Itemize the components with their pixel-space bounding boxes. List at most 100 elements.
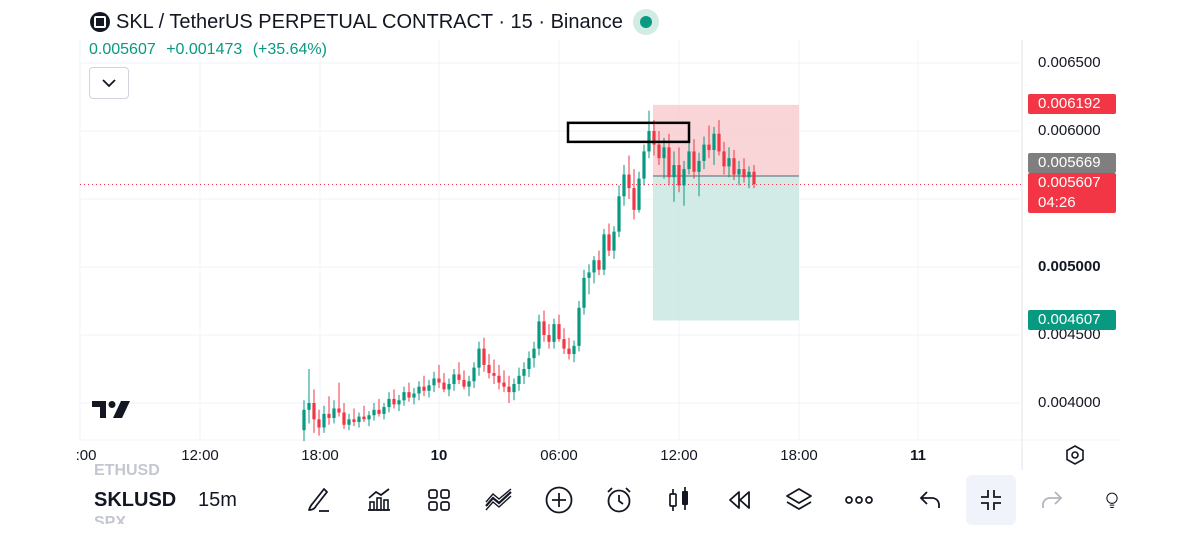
candle-body [372, 409, 376, 416]
candle-body [687, 151, 691, 170]
chevron-down-icon [102, 78, 116, 87]
candle-body [607, 234, 611, 251]
candle-body [382, 407, 386, 414]
stop-price-tag[interactable]: 0.006192 [1028, 94, 1116, 114]
candle-body [397, 400, 401, 405]
candle-body [742, 169, 746, 178]
stop-loss-zone [653, 104, 799, 177]
candle-body [547, 335, 551, 342]
x-tick: 12:00 [181, 447, 219, 464]
candle-body [432, 378, 436, 386]
candle-body [462, 379, 466, 387]
redo-icon[interactable] [1036, 484, 1068, 516]
candle-body [627, 174, 631, 189]
settings-icon[interactable] [1064, 444, 1086, 466]
candle-body [302, 409, 306, 431]
candle-body [502, 382, 506, 387]
candle-body [732, 158, 736, 175]
candle-body [567, 348, 571, 355]
candle-body [572, 345, 576, 355]
candle-body [347, 419, 351, 425]
candle-body [682, 169, 686, 186]
last-price-tag[interactable]: 0.005607 04:26 [1028, 173, 1116, 213]
y-tick: 0.006000 [1038, 122, 1101, 139]
y-tick: 0.005000 [1038, 258, 1101, 275]
candle-body [387, 398, 391, 408]
candle-body [582, 277, 586, 308]
more-icon[interactable] [843, 484, 875, 516]
candle-body [717, 133, 721, 152]
change-pct-value: (+35.64%) [252, 41, 327, 58]
candle-body [697, 160, 701, 172]
candle-body [577, 307, 581, 346]
symbol-prev[interactable]: ETHUSD [94, 462, 160, 479]
candle-body [617, 196, 621, 232]
candle-body [592, 260, 596, 273]
candle-body [327, 413, 331, 418]
candle-body [307, 403, 311, 410]
alert-icon[interactable] [603, 484, 635, 516]
interval-selector[interactable]: 15m [198, 489, 237, 511]
candle-body [552, 324, 556, 342]
symbol-next[interactable]: SPX [94, 514, 127, 524]
candle-body [557, 324, 561, 340]
candle-body [342, 412, 346, 425]
market-status-icon[interactable] [632, 9, 659, 35]
bar-style-icon[interactable] [663, 484, 695, 516]
candle-body [392, 398, 396, 405]
candle-body [587, 272, 591, 278]
candle-body [727, 158, 731, 167]
candle-body [417, 386, 421, 394]
add-icon[interactable] [543, 484, 575, 516]
candle-body [562, 339, 566, 349]
x-tick: 06:00 [540, 447, 578, 464]
candle-body [457, 374, 461, 380]
candle-body [542, 321, 546, 335]
candle-body [527, 358, 531, 369]
candle-body [692, 151, 696, 172]
candle-body [622, 174, 626, 197]
candle-body [357, 416, 361, 423]
layers-icon[interactable] [783, 484, 815, 516]
idea-icon[interactable] [1104, 484, 1120, 516]
candle-body [352, 419, 356, 423]
candle-body [672, 165, 676, 178]
last-price-tag-value: 0.005607 [1038, 174, 1101, 191]
candle-body [452, 374, 456, 384]
candle-body [362, 416, 366, 420]
change-value: +0.001473 [166, 41, 243, 58]
templates-icon[interactable] [423, 484, 455, 516]
candle-body [477, 348, 481, 368]
candle-body [427, 385, 431, 391]
symbol-title[interactable]: SKL / TetherUS PERPETUAL CONTRACT · 15 ·… [90, 9, 659, 35]
x-tick: :00 [75, 447, 97, 464]
entry-price-tag[interactable]: 0.005669 [1028, 153, 1116, 173]
take-profit-zone [653, 176, 799, 321]
collapse-icon[interactable] [966, 475, 1016, 525]
replay-icon[interactable] [723, 484, 755, 516]
undo-icon[interactable] [914, 484, 946, 516]
candle-body [472, 367, 476, 382]
candle-body [522, 369, 526, 376]
symbol-selector[interactable]: SKLUSD [94, 489, 177, 511]
target-price-tag[interactable]: 0.004607 [1028, 310, 1116, 330]
x-tick: 10 [430, 447, 448, 464]
indicators-icon[interactable] [363, 484, 395, 516]
candle-body [492, 373, 496, 376]
candle-body [657, 144, 661, 159]
candle-body [597, 260, 601, 270]
candle-body [652, 131, 656, 145]
candle-body [632, 188, 636, 210]
last-price-value: 0.005607 [89, 41, 156, 58]
candle-body [517, 375, 521, 384]
candle-body [467, 381, 471, 387]
legend-toggle-button[interactable] [89, 67, 129, 99]
pen-icon[interactable] [303, 484, 335, 516]
candle-body [312, 403, 316, 420]
candle-body [337, 408, 341, 413]
candle-body [722, 151, 726, 167]
compare-icon[interactable] [483, 484, 515, 516]
candle-body [422, 386, 426, 391]
candle-body [642, 151, 646, 179]
